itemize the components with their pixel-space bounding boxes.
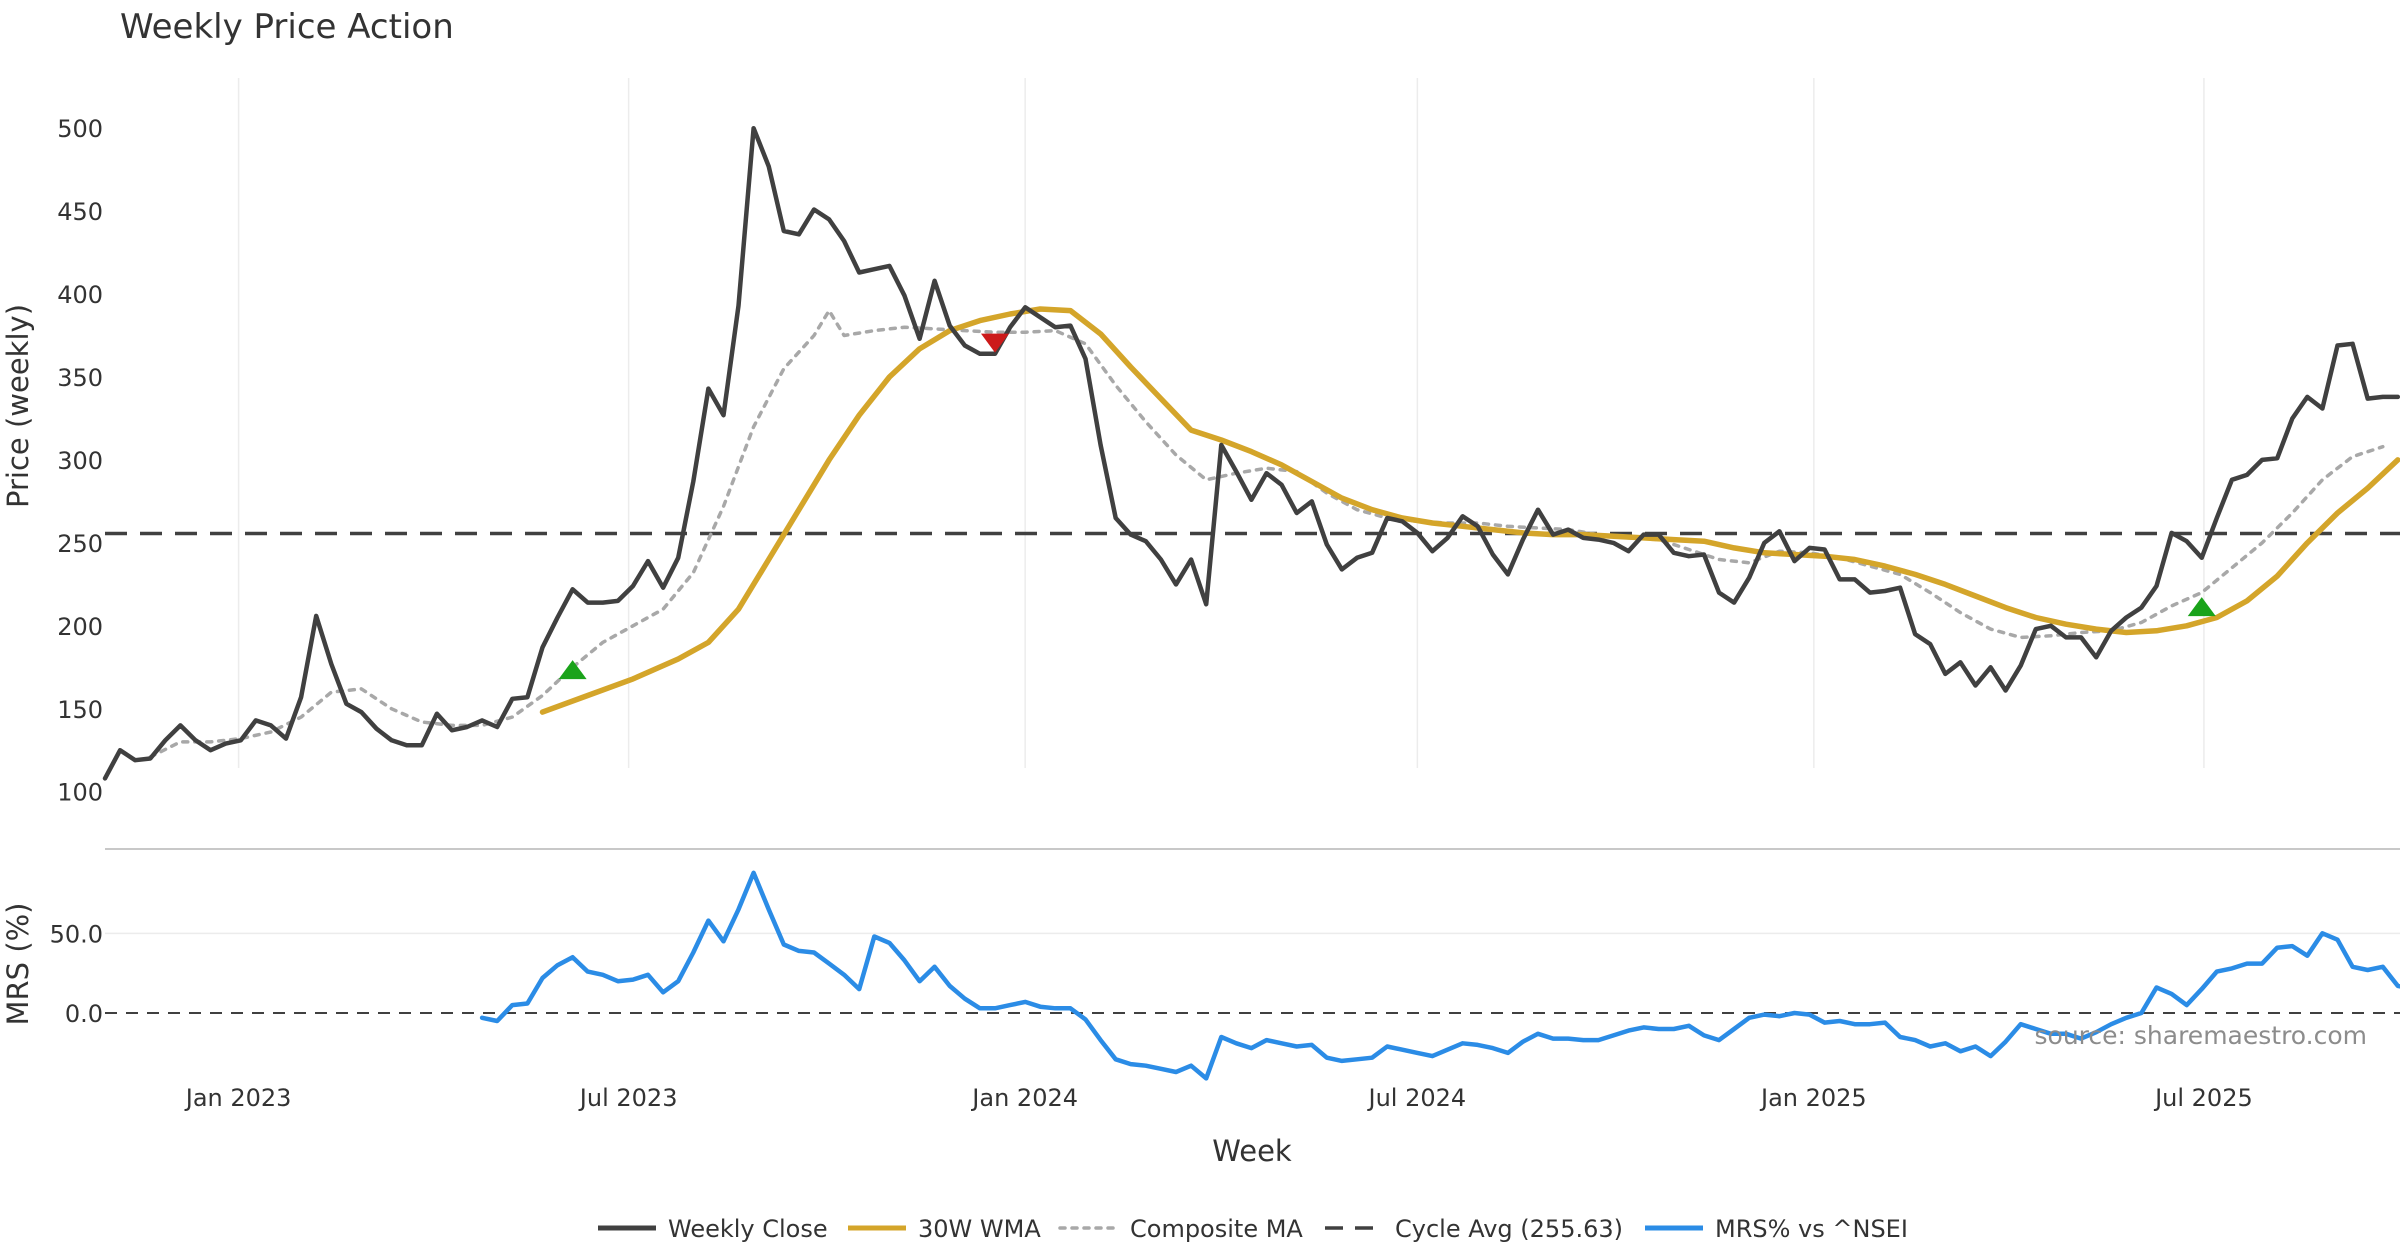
mrs-series-group [479,870,2400,1081]
price-y-tick-label: 200 [57,613,103,641]
price-y-tick-label: 250 [57,530,103,558]
price-panel-grid [237,78,2205,768]
price-y-tick-label: 150 [57,696,103,724]
legend-label-weekly-close: Weekly Close [668,1215,828,1243]
x-tick-label: Jan 2024 [970,1084,1078,1112]
x-axis: Jan 2023 Jul 2023 Jan 2024 Jul 2024 Jan 2025… [184,1084,2253,1112]
x-tick-label: Jan 2023 [184,1084,292,1112]
sell-signal-marker [980,333,1009,353]
mrs-y-tick-label: 50.0 [50,920,103,948]
series-line-weekly-close [102,125,2400,781]
price-y-tick-label: 500 [57,115,103,143]
chart-title: Weekly Price Action [120,7,454,47]
legend-label-30w-wma: 30W WMA [918,1215,1041,1243]
price-y-axis-label: Price (weekly) [1,304,35,508]
mrs-y-tick-label: 0.0 [65,1000,103,1028]
x-tick-label: Jul 2023 [578,1084,678,1112]
price-series-group [102,125,2400,781]
price-y-tick-label: 400 [57,281,103,309]
price-y-tick-label: 300 [57,447,103,475]
legend-label-mrs-vs-nsei: MRS% vs ^NSEI [1715,1215,1908,1243]
mrs-panel-grid [105,932,2400,1015]
signal-markers [558,333,2216,680]
buy-signal-marker [2187,597,2216,617]
legend-label-composite-ma: Composite MA [1130,1215,1303,1243]
series-line-composite-ma [148,308,2385,759]
mrs-y-axis-label: MRS (%) [1,903,35,1026]
legend: Weekly Close 30W WMA Composite MA Cycle Avg… [598,1215,1908,1243]
series-line-30w-wma [539,306,2400,715]
mrs-y-axis: 0.0 50.0 [50,920,103,1028]
x-tick-label: Jan 2025 [1759,1084,1867,1112]
x-axis-label: Week [1212,1134,1292,1168]
legend-label-cycle-avg-255-63: Cycle Avg (255.63) [1395,1215,1623,1243]
price-y-tick-label: 450 [57,198,103,226]
price-y-axis: 100 150 200 250 300 350 400 450 500 [57,115,103,807]
series-line-mrs-vs-nsei [479,870,2400,1081]
x-tick-label: Jul 2024 [1367,1084,1467,1112]
x-tick-label: Jul 2025 [2153,1084,2253,1112]
source-note: source: sharemaestro.com [2035,1021,2368,1050]
price-y-tick-label: 100 [57,779,103,807]
buy-signal-marker [558,660,587,680]
price-y-tick-label: 350 [57,364,103,392]
